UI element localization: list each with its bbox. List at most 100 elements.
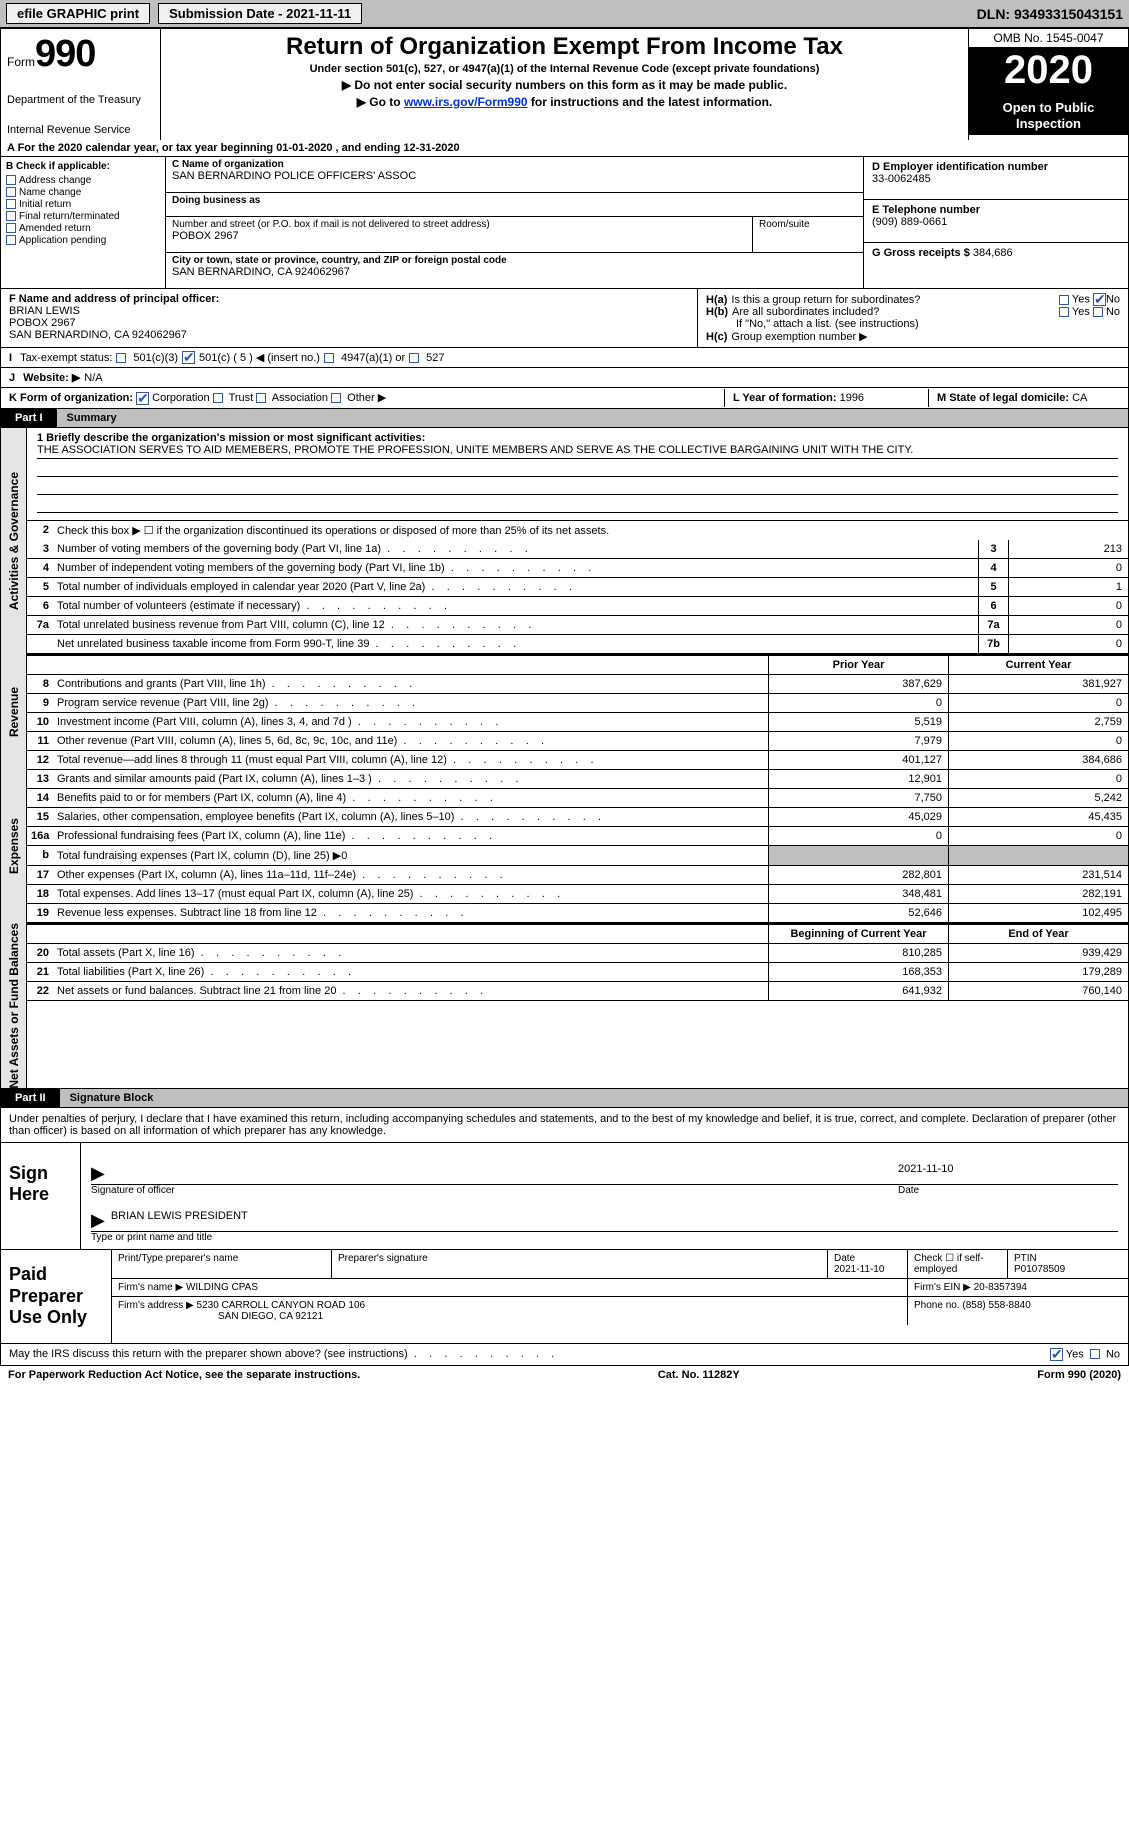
chk-527[interactable]	[409, 353, 419, 363]
chk-4947[interactable]	[324, 353, 334, 363]
form-subtitle: Under section 501(c), 527, or 4947(a)(1)…	[171, 63, 958, 75]
fin-row: 10Investment income (Part VIII, column (…	[27, 713, 1128, 732]
website-label: Website: ▶	[23, 371, 80, 384]
net-header: Beginning of Current Year End of Year	[27, 923, 1128, 944]
section-b-header: B Check if applicable:	[6, 161, 160, 172]
firm-name: WILDING CPAS	[186, 1282, 258, 1293]
governance-rows: 2Check this box ▶ ☐ if the organization …	[27, 521, 1128, 654]
gov-row: 4Number of independent voting members of…	[27, 559, 1128, 578]
chk-final-return[interactable]: Final return/terminated	[6, 211, 160, 222]
street-value: POBOX 2967	[172, 230, 746, 242]
form-word: Form	[7, 55, 35, 69]
fin-row: 17Other expenses (Part IX, column (A), l…	[27, 866, 1128, 885]
submission-date-button[interactable]: Submission Date - 2021-11-11	[158, 3, 362, 24]
current-year-col: Current Year	[948, 656, 1128, 674]
klm-row: K Form of organization: Corporation Trus…	[0, 388, 1129, 409]
section-l: L Year of formation: 1996	[724, 389, 924, 407]
form-title-block: Return of Organization Exempt From Incom…	[161, 29, 968, 140]
dba-row: Doing business as	[166, 193, 863, 217]
form-note-1: ▶ Do not enter social security numbers o…	[171, 78, 958, 92]
gross-label: G Gross receipts $	[872, 247, 970, 259]
fin-row: 8Contributions and grants (Part VIII, li…	[27, 675, 1128, 694]
chk-trust[interactable]	[213, 393, 223, 403]
name-arrow-icon: ▶	[91, 1210, 105, 1231]
form-header: Form990 Department of the Treasury Inter…	[0, 28, 1129, 140]
discuss-row: May the IRS discuss this return with the…	[0, 1344, 1129, 1366]
officer-name-line: ▶ BRIAN LEWIS PRESIDENT	[91, 1196, 1118, 1232]
part1-title: Summary	[57, 409, 1128, 427]
form-note-2: ▶ Go to www.irs.gov/Form990 for instruct…	[171, 95, 958, 109]
expense-rows: 13Grants and similar amounts paid (Part …	[27, 770, 1128, 923]
dept-irs: Internal Revenue Service	[7, 124, 154, 136]
discuss-no[interactable]	[1090, 1349, 1100, 1359]
sign-date-value: 2021-11-10	[898, 1163, 1118, 1184]
ein-row: D Employer identification number 33-0062…	[864, 157, 1128, 200]
beg-year-col: Beginning of Current Year	[768, 925, 948, 943]
street-row: Number and street (or P.O. box if mail i…	[166, 217, 863, 253]
section-h: H(a) Is this a group return for subordin…	[698, 289, 1128, 347]
officer-h-block: F Name and address of principal officer:…	[0, 289, 1129, 348]
officer-printed-name: BRIAN LEWIS PRESIDENT	[111, 1210, 248, 1231]
firm-ein-label: Firm's EIN ▶	[914, 1282, 971, 1293]
chk-501c-checked	[182, 351, 195, 364]
org-name-row: C Name of organization SAN BERNARDINO PO…	[166, 157, 863, 193]
ein-value: 33-0062485	[872, 173, 1120, 185]
website-value: N/A	[84, 372, 102, 384]
section-m: M State of legal domicile: CA	[928, 389, 1128, 407]
net-rows: 20Total assets (Part X, line 16)810,2859…	[27, 944, 1128, 1001]
fin-row: 9Program service revenue (Part VIII, lin…	[27, 694, 1128, 713]
fin-row: 18Total expenses. Add lines 13–17 (must …	[27, 885, 1128, 904]
chk-501c3[interactable]	[116, 353, 126, 363]
net-tab: Net Assets or Fund Balances	[1, 923, 27, 1089]
phone-value: (909) 889-0661	[872, 216, 1120, 228]
officer-signature-line: ▶ 2021-11-10	[91, 1149, 1118, 1185]
date-label: Date	[898, 1185, 1118, 1196]
org-name-label: C Name of organization	[172, 159, 857, 170]
firm-phone: (858) 558-8840	[962, 1300, 1030, 1311]
chk-app-pending[interactable]: Application pending	[6, 235, 160, 246]
fin-row: bTotal fundraising expenses (Part IX, co…	[27, 846, 1128, 866]
efile-print-button[interactable]: efile GRAPHIC print	[6, 3, 150, 24]
chk-other[interactable]	[331, 393, 341, 403]
phone-row: E Telephone number (909) 889-0661	[864, 200, 1128, 243]
revenue-header: Prior Year Current Year	[27, 654, 1128, 675]
prep-date-cell: Date2021-11-10	[828, 1250, 908, 1278]
chk-address-change[interactable]: Address change	[6, 175, 160, 186]
fin-row: 15Salaries, other compensation, employee…	[27, 808, 1128, 827]
dba-label: Doing business as	[172, 195, 857, 206]
prep-addr-row: Firm's address ▶ 5230 CARROLL CANYON ROA…	[112, 1297, 1128, 1325]
activities-governance-section: Activities & Governance 1 Briefly descri…	[0, 428, 1129, 654]
prep-name-label: Print/Type preparer's name	[112, 1250, 332, 1278]
chk-assoc[interactable]	[256, 393, 266, 403]
part2-header: Part II Signature Block	[0, 1089, 1129, 1108]
chk-name-change[interactable]: Name change	[6, 187, 160, 198]
header-right: OMB No. 1545-0047 2020 Open to Public In…	[968, 29, 1128, 140]
form-year: Form 990 (2020)	[1037, 1369, 1121, 1381]
chk-initial-return[interactable]: Initial return	[6, 199, 160, 210]
form-identifier: Form990 Department of the Treasury Inter…	[1, 29, 161, 140]
mission-block: 1 Briefly describe the organization's mi…	[27, 428, 1128, 521]
mission-text: THE ASSOCIATION SERVES TO AID MEMEBERS, …	[37, 444, 1118, 459]
signature-of-officer-label: Signature of officer	[91, 1185, 175, 1196]
fin-row: 21Total liabilities (Part X, line 26)168…	[27, 963, 1128, 982]
fin-row: 13Grants and similar amounts paid (Part …	[27, 770, 1128, 789]
paid-preparer-label: Paid Preparer Use Only	[1, 1250, 111, 1343]
phone-label: E Telephone number	[872, 204, 1120, 216]
org-name: SAN BERNARDINO POLICE OFFICERS' ASSOC	[172, 170, 857, 182]
note2-pre: ▶ Go to	[357, 95, 404, 109]
city-row: City or town, state or province, country…	[166, 253, 863, 288]
section-f: F Name and address of principal officer:…	[1, 289, 698, 347]
dln-label: DLN: 93493315043151	[977, 6, 1123, 22]
gov-row: 2Check this box ▶ ☐ if the organization …	[27, 521, 1128, 540]
city-value: SAN BERNARDINO, CA 924062967	[172, 266, 857, 278]
entity-block: B Check if applicable: Address change Na…	[0, 157, 1129, 289]
top-action-bar: efile GRAPHIC print Submission Date - 20…	[0, 0, 1129, 28]
street-label: Number and street (or P.O. box if mail i…	[172, 219, 746, 230]
section-c: C Name of organization SAN BERNARDINO PO…	[166, 157, 863, 288]
chk-amended[interactable]: Amended return	[6, 223, 160, 234]
prior-year-col: Prior Year	[768, 656, 948, 674]
expenses-section: Expenses 13Grants and similar amounts pa…	[0, 770, 1129, 923]
prep-ptin-cell: PTINP01078509	[1008, 1250, 1128, 1278]
mission-label: 1 Briefly describe the organization's mi…	[37, 432, 425, 444]
irs-link[interactable]: www.irs.gov/Form990	[404, 95, 528, 109]
